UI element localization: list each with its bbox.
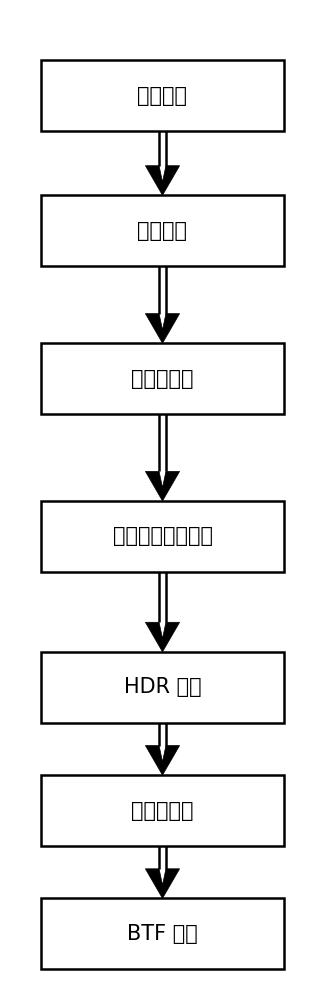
Polygon shape (145, 314, 180, 343)
Polygon shape (145, 746, 180, 775)
Text: 辐照度校正: 辐照度校正 (131, 369, 194, 389)
Polygon shape (145, 166, 180, 195)
Polygon shape (145, 471, 180, 501)
Bar (41, 652, 284, 723)
Text: BTF 生成: BTF 生成 (127, 924, 198, 944)
Bar (41, 60, 284, 131)
Text: 正投影校正: 正投影校正 (131, 801, 194, 821)
Bar (41, 898, 284, 969)
Polygon shape (145, 869, 180, 898)
Polygon shape (145, 622, 180, 652)
Bar (41, 501, 284, 572)
Bar (41, 775, 284, 846)
Text: 光源校正: 光源校正 (137, 221, 188, 241)
Text: 测量与数据处采集: 测量与数据处采集 (112, 526, 213, 546)
Bar (41, 195, 284, 266)
Text: 相机校正: 相机校正 (137, 86, 188, 106)
Bar (41, 343, 284, 414)
Text: HDR 处理: HDR 处理 (124, 677, 201, 697)
